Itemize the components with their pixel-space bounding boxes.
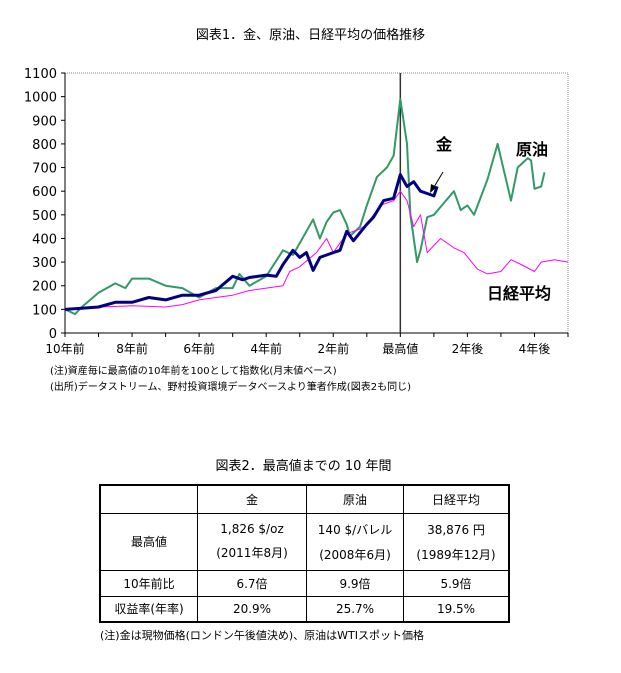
x-tick-label: 2年後: [452, 342, 484, 356]
y-tick-label: 400: [32, 232, 57, 247]
y-tick-label: 700: [32, 162, 57, 177]
legend-label-nikkei: 日経平均: [487, 284, 551, 303]
figure1-title: 図表1．金、原油、日経平均の価格推移: [195, 28, 426, 43]
table-cell: 20.9%: [197, 595, 307, 623]
y-tick-label: 200: [32, 280, 57, 295]
table-row: 収益率(年率) 20.9% 25.7% 19.5%: [99, 595, 510, 623]
cell-value: 1,826 $/oz: [220, 522, 284, 536]
table-cell: 140 $/バレル (2008年6月): [306, 512, 404, 571]
figure2-title: 図表2．最高値までの 10 年間: [215, 459, 392, 474]
y-tick-label: 0: [49, 327, 57, 342]
header-gold: 金: [197, 484, 307, 514]
legend-label-gold: 金: [435, 135, 453, 154]
x-tick-label: 4年前: [250, 341, 282, 356]
x-tick-label: 6年前: [183, 341, 215, 356]
table-cell: 9.9倍: [306, 569, 404, 597]
x-tick-label: 4年後: [519, 342, 551, 356]
table-cell: 19.5%: [403, 595, 510, 623]
arrow-head-icon: [430, 184, 437, 193]
series-line-oil: [64, 98, 546, 316]
y-tick-label: 1100: [24, 67, 57, 82]
header-oil: 原油: [306, 484, 404, 514]
figure1-source: (出所)データストリーム、野村投資環境データベースより筆者作成(図表2も同じ): [50, 382, 411, 393]
figure1-note: (注)資産毎に最高値の10年前を100として指数化(月末値ベース): [50, 366, 337, 377]
cell-value: 140 $/バレル: [317, 522, 393, 537]
y-tick-label: 500: [32, 209, 57, 224]
cell-date: (2008年6月): [319, 547, 391, 562]
y-tick-label: 600: [32, 185, 57, 200]
summary-table: 金 原油 日経平均 最高値 1,826 $/oz (2011年8月) 140 $/…: [99, 484, 510, 623]
row-label: 収益率(年率): [99, 595, 198, 623]
y-tick-label: 100: [32, 303, 57, 318]
cell-value: 38,876 円: [427, 522, 485, 537]
y-tick-label: 1000: [24, 91, 57, 106]
x-tick-label: 10年前: [45, 341, 84, 356]
row-label: 10年前比: [99, 569, 198, 597]
figure2-note: (注)金は現物価格(ロンドン午後値決め)、原油はWTIスポット価格: [100, 629, 425, 642]
series-line-gold: [64, 173, 439, 311]
line-chart: 0 100 200 300 400 500 600 700 800 900 1000 1100 10年前…: [24, 67, 569, 356]
x-tick-label: 8年前: [116, 341, 148, 356]
cell-date: (1989年12月): [416, 547, 496, 562]
table-cell: 38,876 円 (1989年12月): [403, 512, 510, 571]
legend-arrow: [433, 171, 444, 188]
x-tick-label: 最高値: [382, 341, 418, 356]
table-row: 10年前比 6.7倍 9.9倍 5.9倍: [99, 569, 510, 597]
table-row: 最高値 1,826 $/oz (2011年8月) 140 $/バレル (2008年6…: [99, 512, 510, 571]
y-tick-label: 900: [32, 114, 57, 129]
table-cell: 25.7%: [306, 595, 404, 623]
cell-date: (2011年8月): [216, 546, 288, 560]
x-tick-label: 2年前: [317, 341, 349, 356]
header-nikkei: 日経平均: [403, 484, 510, 514]
y-tick-label: 800: [32, 138, 57, 153]
row-label: 最高値: [99, 512, 198, 571]
table-cell: 5.9倍: [403, 569, 510, 597]
table-cell: 1,826 $/oz (2011年8月): [197, 512, 307, 571]
table-header-row: 金 原油 日経平均: [99, 484, 510, 514]
table-cell: 6.7倍: [197, 569, 307, 597]
y-tick-label: 300: [32, 256, 57, 271]
header-empty: [99, 484, 198, 514]
legend-label-oil: 原油: [516, 140, 548, 159]
